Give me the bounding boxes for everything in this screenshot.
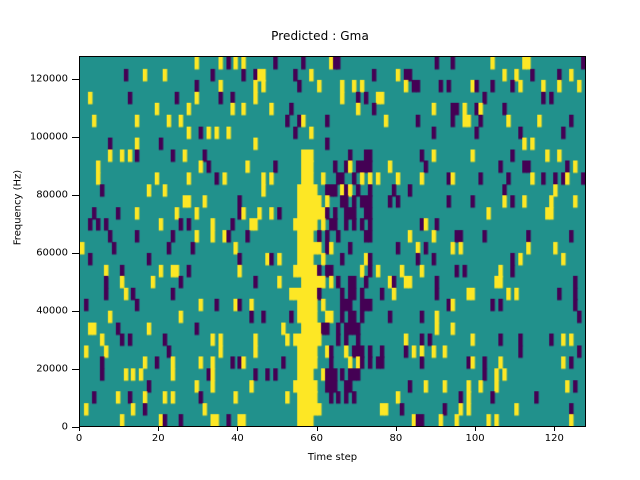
- x-tick-mark: [475, 427, 477, 431]
- y-tick-mark: [72, 137, 79, 139]
- y-tick-label: 0: [61, 421, 68, 433]
- y-axis-label: Frequency (Hz): [12, 169, 24, 246]
- x-tick-label: 40: [231, 433, 244, 444]
- y-tick-mark: [72, 311, 79, 313]
- spectrogram-heatmap: [80, 57, 585, 426]
- x-tick-label: 80: [389, 433, 403, 444]
- x-tick-label: 60: [310, 433, 324, 444]
- x-tick-mark: [395, 427, 397, 431]
- y-tick-label: 40000: [36, 305, 68, 317]
- x-tick-label: 0: [75, 433, 83, 444]
- y-tick-mark: [72, 427, 79, 428]
- y-tick-label: 100000: [29, 131, 68, 143]
- page-title: Predicted : Gma: [271, 29, 369, 43]
- y-tick-label: 80000: [36, 189, 68, 201]
- y-tick-label: 60000: [36, 247, 68, 259]
- y-tick-mark: [72, 79, 79, 81]
- x-tick-mark: [316, 427, 318, 431]
- x-tick-mark: [158, 427, 160, 431]
- x-axis-label: Time step: [307, 452, 358, 463]
- y-tick-label: 120000: [29, 73, 68, 85]
- y-tick-mark: [72, 369, 79, 371]
- y-tick-mark: [72, 253, 79, 255]
- y-tick-mark: [72, 195, 79, 197]
- y-tick-label: 20000: [36, 363, 68, 375]
- x-tick-label: 100: [465, 433, 485, 444]
- x-tick-label: 120: [544, 433, 564, 444]
- heatmap-axes: [79, 56, 586, 427]
- x-tick-mark: [237, 427, 239, 431]
- x-tick-mark: [79, 427, 80, 431]
- x-tick-label: 20: [151, 433, 165, 444]
- x-tick-mark: [554, 427, 556, 431]
